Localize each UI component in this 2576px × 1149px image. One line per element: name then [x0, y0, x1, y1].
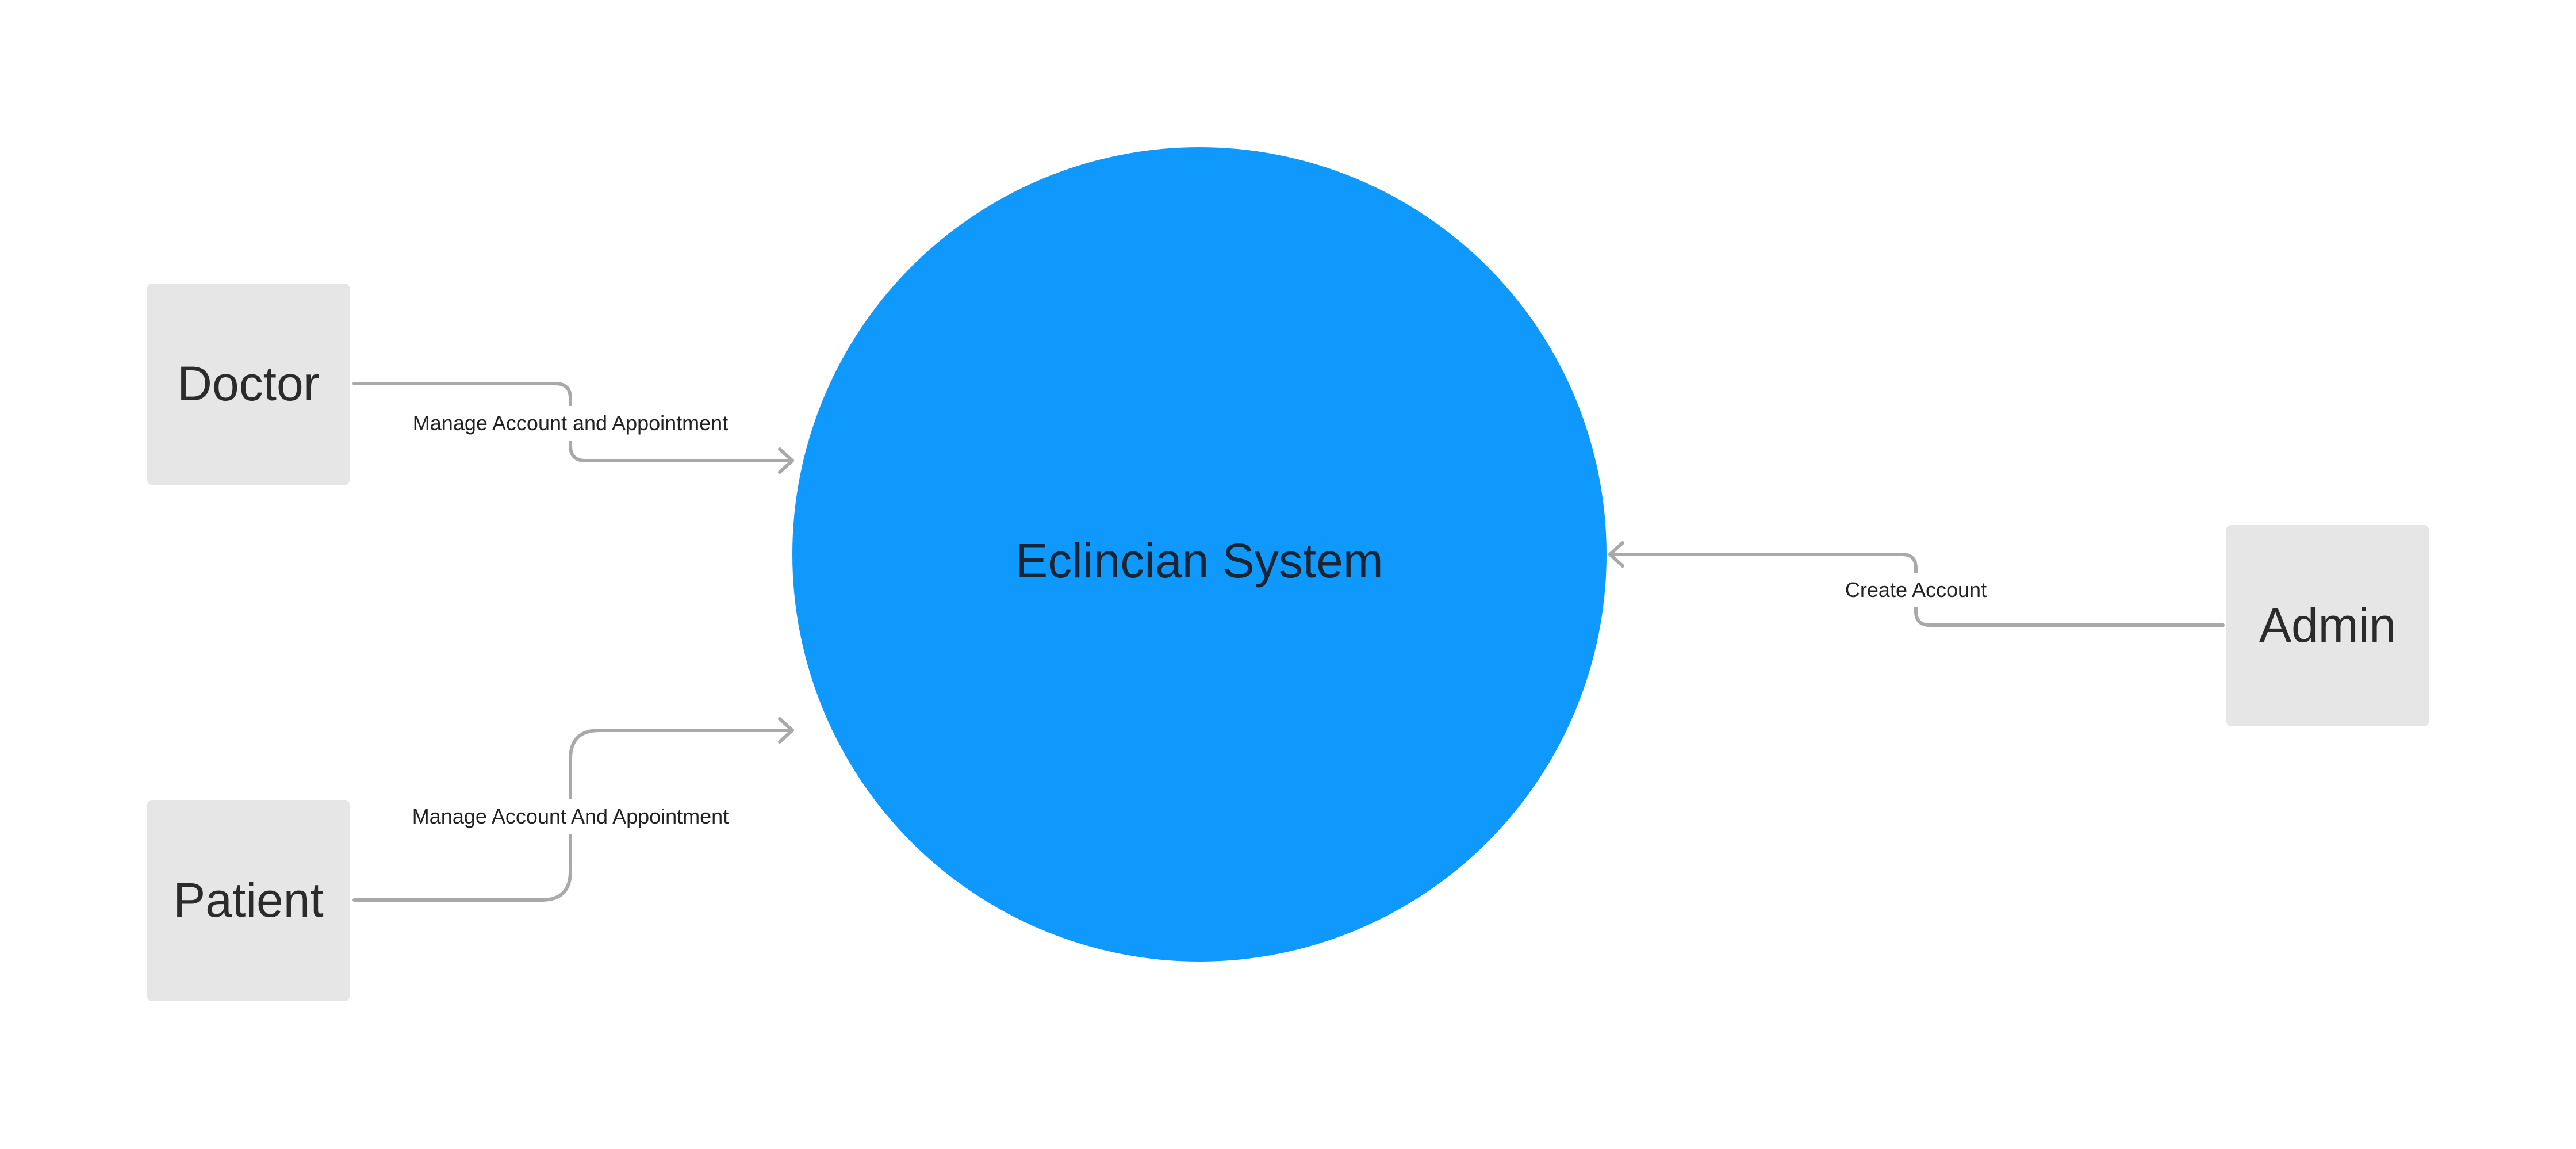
entity-label-patient: Patient [173, 873, 324, 927]
entity-box-admin [2226, 525, 2429, 726]
process-node[interactable]: Eclincian System [792, 147, 1607, 962]
entity-patient[interactable]: Patient [147, 800, 350, 1001]
arrowhead-icon [778, 717, 794, 744]
flow-admin-to-system[interactable]: Create Account [1608, 541, 2225, 627]
flow-label-patient: Manage Account And Appointment [412, 805, 729, 828]
flow-label-doctor: Manage Account and Appointment [413, 411, 728, 435]
flow-label-bg-admin [1835, 573, 1996, 607]
entity-label-doctor: Doctor [177, 357, 319, 411]
flow-label-admin: Create Account [1845, 578, 1987, 602]
entity-box-patient [147, 800, 350, 1001]
entity-box-doctor [147, 284, 350, 485]
entity-label-admin: Admin [2259, 598, 2396, 652]
flow-doctor-to-system[interactable]: Manage Account and Appointment [352, 382, 794, 474]
process-circle [792, 147, 1607, 962]
flow-label-bg-doctor [415, 406, 726, 441]
arrowhead-icon [1608, 541, 1624, 568]
entity-doctor[interactable]: Doctor [147, 284, 350, 485]
flow-label-bg-patient [414, 799, 727, 834]
arrowhead-icon [778, 447, 794, 474]
entity-admin[interactable]: Admin [2226, 525, 2429, 726]
process-label: Eclincian System [1015, 534, 1383, 588]
flow-patient-to-system[interactable]: Manage Account And Appointment [352, 717, 794, 902]
